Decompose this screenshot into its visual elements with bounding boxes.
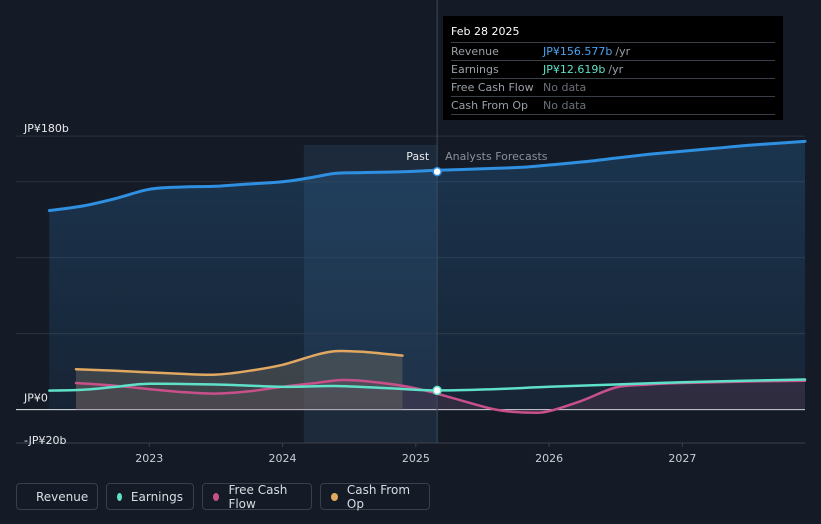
tooltip-value: No data (543, 81, 587, 94)
legend-label: Free Cash Flow (228, 482, 288, 511)
cash-from-op-dot-icon (331, 492, 338, 501)
tooltip-label: Free Cash Flow (451, 81, 534, 94)
revenue-area (49, 141, 806, 410)
y-axis-label: JP¥180b (23, 122, 69, 135)
legend-item-earnings[interactable]: Earnings (106, 483, 194, 510)
earnings-dot-icon (117, 492, 122, 501)
tooltip-row-cash-from-op: Cash From Op No data (451, 97, 775, 115)
legend-label: Revenue (36, 489, 89, 504)
tooltip-date: Feb 28 2025 (451, 22, 775, 43)
x-tick-label: 2024 (269, 452, 297, 465)
earnings-marker (432, 385, 442, 396)
tooltip-value: JP¥156.577b (543, 45, 613, 58)
cfo-area (76, 350, 403, 410)
revenue-line (47, 139, 807, 213)
fcf-line (74, 378, 807, 415)
legend-label: Cash From Op (346, 482, 411, 511)
y-axis-label: -JP¥20b (24, 434, 66, 447)
x-tick-label: 2025 (402, 452, 430, 465)
past-label: Past (406, 150, 430, 163)
tooltip-label: Cash From Op (451, 99, 529, 112)
y-axis-label: JP¥0 (23, 392, 48, 405)
x-tick-label: 2026 (535, 452, 563, 465)
legend-item-cash-from-op[interactable]: Cash From Op (320, 482, 430, 511)
tooltip-row-revenue: Revenue JP¥156.577b /yr (451, 43, 775, 61)
tooltip-unit: /yr (608, 63, 624, 76)
data-tooltip: Feb 28 2025 Revenue JP¥156.577b /yr Earn… (443, 16, 783, 120)
x-tick-label: 2023 (135, 452, 163, 465)
revenue-marker (432, 166, 442, 177)
x-tick-label: 2027 (668, 452, 696, 465)
tooltip-row-free-cash-flow: Free Cash Flow No data (451, 79, 775, 97)
tooltip-label: Revenue (451, 45, 499, 58)
tooltip-unit: /yr (615, 45, 631, 58)
fcf-area (76, 379, 805, 413)
tooltip-value: No data (543, 99, 587, 112)
tooltip-row-earnings: Earnings JP¥12.619b /yr (451, 61, 775, 79)
tooltip-label: Earnings (451, 63, 499, 76)
chart-legend: Revenue Earnings Free Cash Flow Cash Fro… (16, 482, 430, 511)
tooltip-value: JP¥12.619b (543, 63, 606, 76)
legend-item-free-cash-flow[interactable]: Free Cash Flow (202, 482, 312, 511)
free-cash-flow-dot-icon (213, 492, 220, 501)
forecast-label: Analysts Forecasts (445, 150, 548, 163)
legend-label: Earnings (130, 489, 183, 504)
legend-item-revenue[interactable]: Revenue (16, 483, 98, 510)
cfo-line (74, 349, 404, 377)
earnings-line (48, 378, 807, 392)
